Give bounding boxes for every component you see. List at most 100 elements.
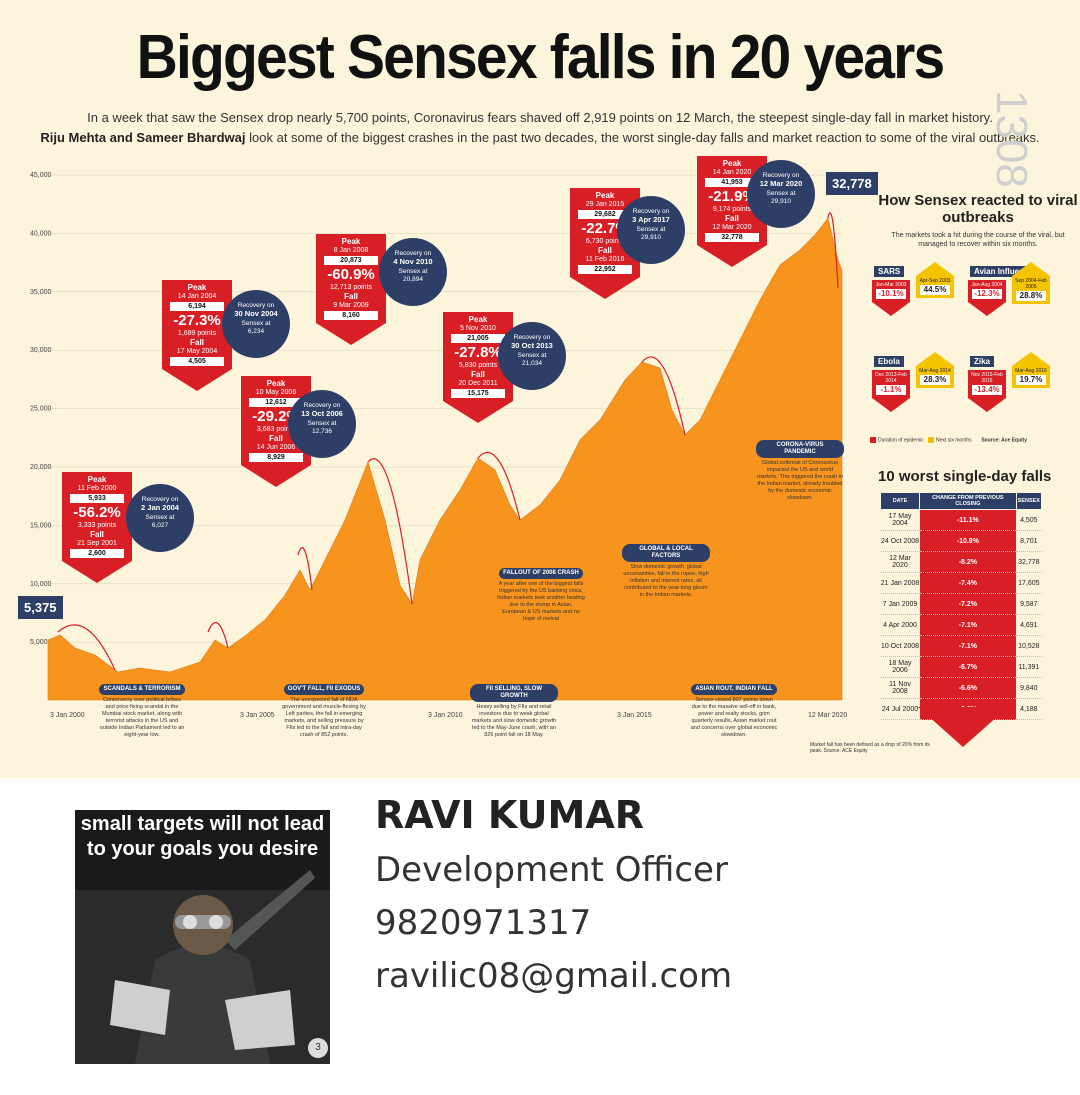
y-tick-label: 25,000 — [30, 406, 52, 413]
sensex-cell: 8,701 — [1016, 530, 1042, 552]
sensex-infographic: Biggest Sensex falls in 20 years In a we… — [0, 0, 1080, 778]
peak-date: 29 Jan 2015 — [585, 201, 625, 208]
event-tag: CORONA-VIRUS PANDEMIC — [756, 440, 844, 458]
recovery-arc — [827, 212, 839, 289]
peak-value: 41,953 — [705, 178, 759, 187]
arrow-tip — [241, 465, 311, 487]
date-cell: 4 Apr 2000 — [880, 614, 920, 636]
recovery-title: Recovery on — [303, 402, 341, 409]
peak-label: Peak — [722, 159, 742, 168]
date-cell: 17 May 2004 — [880, 509, 920, 531]
contact-title: Development Officer — [375, 850, 728, 890]
y-tick-label: 15,000 — [30, 522, 52, 529]
fall-percent: -27.3% — [173, 312, 221, 329]
sensex-area — [47, 217, 843, 701]
subline-line-2: Riju Mehta and Sameer Bhardwaj look at s… — [20, 128, 1060, 148]
outbreak-rise-arrow: Apr-Sep 2003 44.5% — [916, 262, 954, 298]
recovery-arc — [641, 356, 686, 436]
end-value-badge: 32,778 — [826, 172, 878, 195]
event-text: Slow domestic growth, global uncertainti… — [623, 564, 709, 598]
image-counter-badge[interactable]: 3 — [308, 1038, 328, 1058]
peak-value: 20,873 — [324, 256, 378, 265]
fall-percent: -60.9% — [327, 266, 375, 283]
outbreak-name: Zika — [970, 356, 995, 367]
y-tick-label: 30,000 — [30, 347, 52, 354]
image-quote: small targets will not lead to your goal… — [80, 813, 325, 860]
fall-label: Fall — [471, 370, 485, 379]
event-tag: GLOBAL & LOCAL FACTORS — [622, 544, 710, 562]
y-tick-label: 5,000 — [30, 639, 48, 646]
fall-label: Fall — [269, 434, 283, 443]
recovery-title: Recovery on — [237, 302, 275, 309]
fall-percent: -22.7% — [581, 220, 629, 237]
sensex-cell: 4,188 — [1016, 698, 1042, 720]
contact-phone[interactable]: 9820971317 — [375, 903, 592, 943]
arrow-tip — [316, 323, 386, 345]
recovery-title: Recovery on — [762, 172, 800, 179]
fall-points: 3,333 points — [77, 522, 117, 529]
worst-falls-note: Market fall has been defined as a drop o… — [810, 742, 930, 754]
fall-value: -1.1% — [876, 385, 906, 395]
fall-percent: -29.2% — [252, 408, 300, 425]
fall-points: 9,174 points — [712, 206, 752, 213]
fall-points: 5,830 points — [458, 362, 498, 369]
fall-percent: -21.9% — [708, 188, 756, 205]
peak-value: 12,612 — [249, 398, 303, 407]
event-tag: FII SELLING, SLOW GROWTH — [470, 684, 558, 702]
fall-percent: -27.8% — [454, 344, 502, 361]
peak-date: 10 May 2006 — [255, 389, 297, 396]
recovery-value: 21,034 — [522, 360, 542, 367]
recovery-label: Sensex at — [307, 420, 337, 427]
outbreak-rise-arrow: Sep 2004-Feb 2005 28.8% — [1012, 262, 1050, 304]
fall-date: 9 Mar 2009 — [333, 302, 369, 309]
crash-arrow: Peak 8 Jan 2008 20,873 -60.9% 12,713 poi… — [316, 234, 386, 345]
event-text: Heavy selling by FIIs and retail investo… — [471, 704, 557, 738]
outbreak-fall-arrow: Nov 2015-Feb 2016 -13.4% — [968, 370, 1006, 412]
crash-arrow: Peak 10 May 2006 12,612 -29.2% 3,683 poi… — [241, 376, 311, 487]
event-text: Global outbreak of Coronavirus impacted … — [756, 460, 844, 501]
viral-source: Source: Ace Equity — [981, 437, 1028, 444]
rise-period: Sep 2004-Feb 2005 — [1015, 278, 1047, 290]
fall-label: Fall — [598, 246, 612, 255]
event-annotation: GLOBAL & LOCAL FACTORS Slow domestic grow… — [622, 544, 710, 599]
fall-date: 17 May 2004 — [176, 348, 218, 355]
recovery-bubble: Recovery on 12 Mar 2020 Sensex at 29,910 — [747, 160, 815, 228]
rise-period: Mar-Aug 2016 — [1015, 368, 1047, 374]
fall-label: Fall — [344, 292, 358, 301]
table-row: 12 Mar 2020 -8.2% 32,778 — [880, 551, 1042, 573]
fall-value: 4,505 — [170, 357, 224, 366]
legend-red-label: Duration of epidemic — [878, 437, 924, 444]
x-tick-label: 3 Jan 2015 — [617, 712, 652, 719]
fall-value: 2,600 — [70, 549, 124, 558]
change-cell: -8.2% — [919, 551, 1017, 573]
fall-period: Jan-Aug 2004 — [971, 282, 1003, 288]
peak-date: 5 Nov 2010 — [460, 325, 496, 332]
recovery-label: Sensex at — [517, 352, 547, 359]
recovery-label: Sensex at — [145, 514, 175, 521]
fall-value: 32,778 — [705, 233, 759, 242]
recovery-date: 2 Jan 2004 — [141, 503, 179, 512]
peak-value: 6,194 — [170, 302, 224, 311]
outbreak-rise-arrow: Mar-Aug 2014 28.3% — [916, 352, 954, 388]
fall-label: Fall — [190, 338, 204, 347]
peak-date: 14 Jan 2004 — [177, 293, 217, 300]
motivational-image[interactable]: small targets will not lead to your goal… — [75, 810, 330, 1064]
worst-falls-table: DATE CHANGE FROM PREVIOUS CLOSING SENSEX 1… — [879, 492, 1043, 720]
x-axis-ticks: 3 Jan 2000 3 Jan 2005 3 Jan 2010 3 Jan 2015… — [50, 712, 847, 719]
sensex-cell: 11,391 — [1016, 656, 1042, 678]
event-text: Sensex closed 807 points down due to the… — [690, 697, 778, 738]
fall-value: -10.1% — [876, 289, 906, 299]
recovery-value: 29,910 — [641, 234, 661, 241]
recovery-bubble: Recovery on 30 Nov 2004 Sensex at 6,234 — [222, 290, 290, 358]
recovery-label: Sensex at — [636, 226, 666, 233]
fall-date: 20 Dec 2011 — [458, 380, 498, 387]
recovery-label: Sensex at — [766, 190, 796, 197]
viral-subtitle: The markets took a hit during the course… — [891, 232, 1065, 248]
change-cell: -11.1% — [919, 509, 1017, 531]
table-row: 24 Oct 2008 -10.9% 8,701 — [880, 530, 1042, 552]
contact-email[interactable]: ravilic08@gmail.com — [375, 956, 733, 996]
recovery-title: Recovery on — [141, 496, 179, 503]
table-header-cell: SENSEX — [1015, 492, 1043, 510]
date-cell: 7 Jan 2009 — [880, 593, 920, 615]
table-row: 21 Jan 2008 -7.4% 17,605 — [880, 572, 1042, 594]
